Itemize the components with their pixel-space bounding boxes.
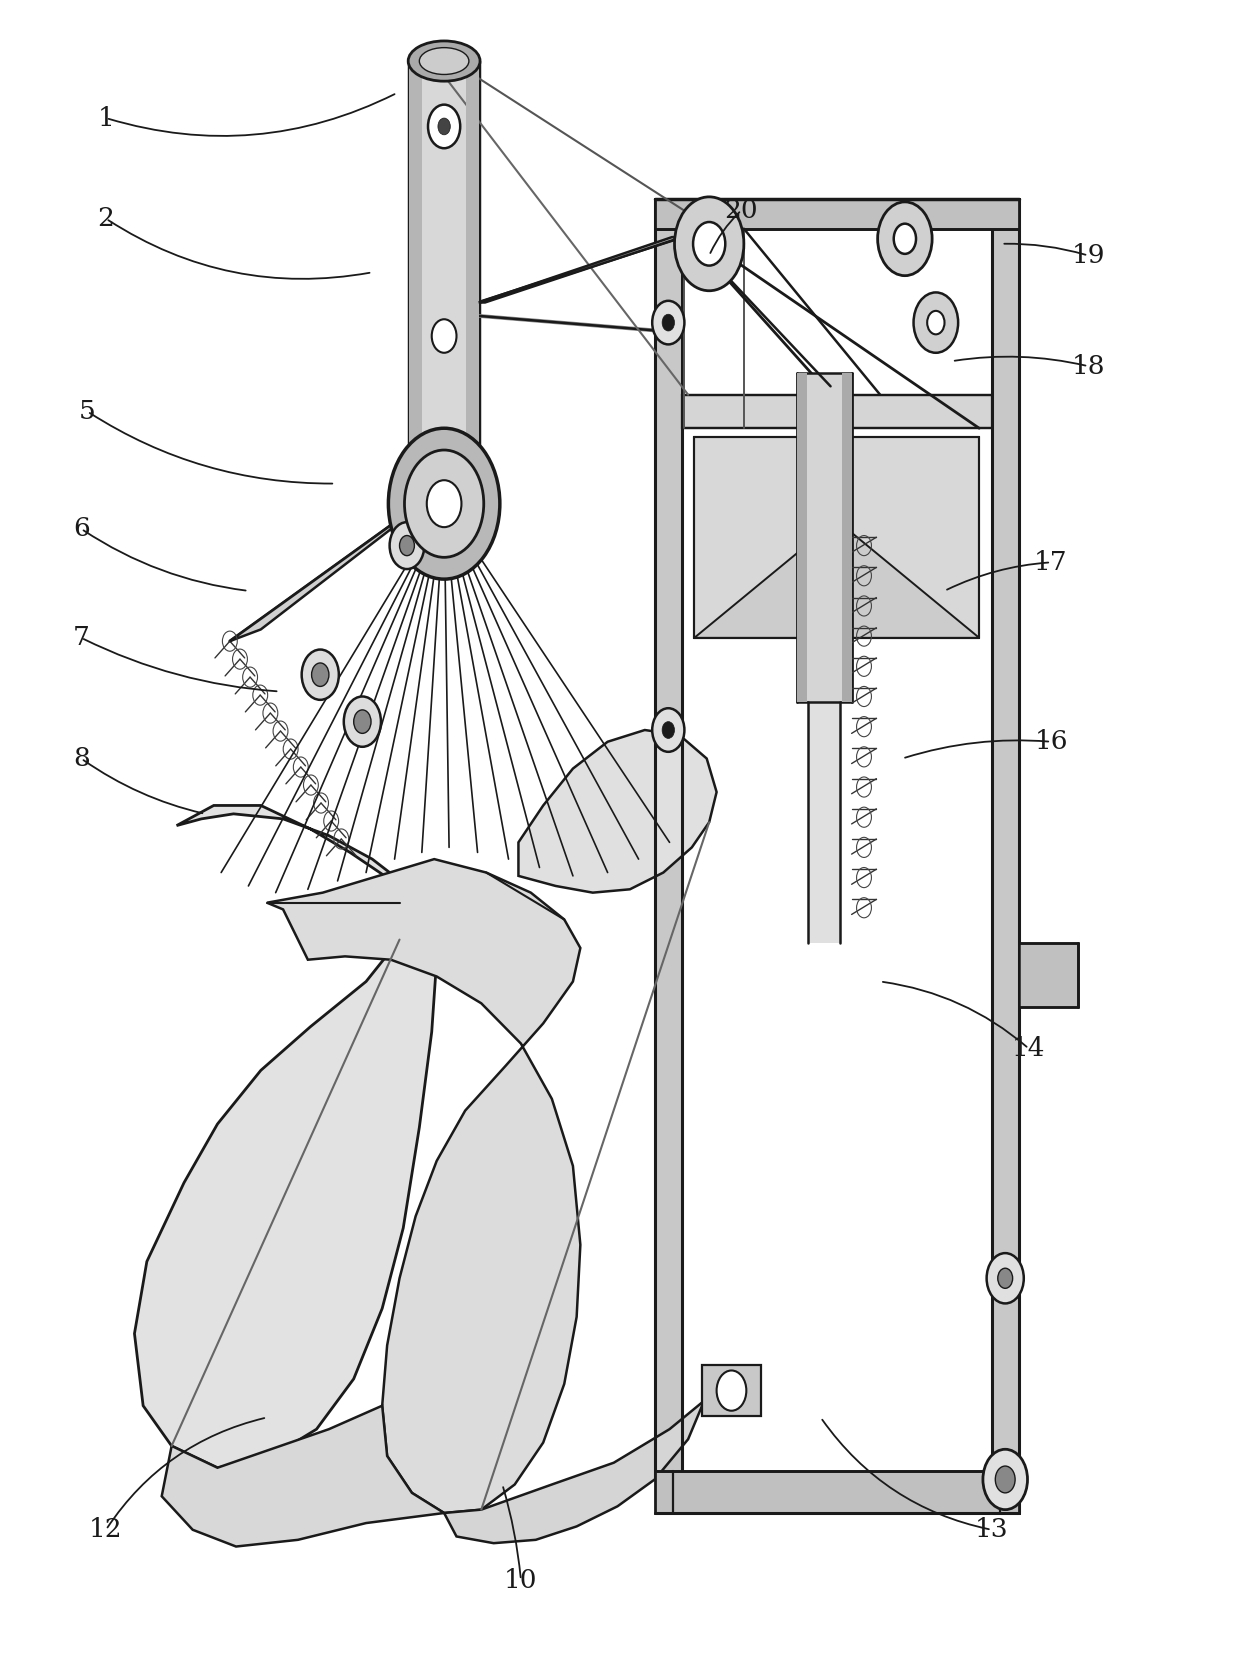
- Text: 2: 2: [98, 206, 114, 232]
- Circle shape: [983, 1450, 1028, 1510]
- Polygon shape: [797, 373, 807, 701]
- Polygon shape: [682, 394, 992, 428]
- Circle shape: [878, 201, 932, 275]
- Circle shape: [652, 300, 684, 344]
- Text: 20: 20: [724, 198, 758, 223]
- Circle shape: [717, 1371, 746, 1411]
- Polygon shape: [797, 373, 852, 701]
- Circle shape: [343, 696, 381, 747]
- Text: 13: 13: [975, 1517, 1008, 1542]
- Polygon shape: [694, 436, 980, 638]
- Polygon shape: [694, 520, 980, 638]
- Polygon shape: [409, 60, 479, 512]
- Circle shape: [928, 310, 945, 334]
- Circle shape: [388, 428, 500, 579]
- Circle shape: [427, 480, 461, 527]
- Circle shape: [987, 1253, 1024, 1304]
- Circle shape: [311, 663, 329, 686]
- Polygon shape: [1019, 943, 1079, 1007]
- Circle shape: [438, 117, 450, 134]
- Circle shape: [404, 450, 484, 557]
- Polygon shape: [134, 805, 436, 1468]
- Circle shape: [399, 535, 414, 555]
- Text: 5: 5: [79, 399, 95, 425]
- Circle shape: [353, 710, 371, 733]
- Text: 14: 14: [1012, 1035, 1045, 1060]
- Polygon shape: [444, 1401, 704, 1544]
- Circle shape: [301, 649, 339, 700]
- Text: 8: 8: [73, 747, 89, 770]
- Circle shape: [693, 221, 725, 265]
- Circle shape: [996, 1467, 1016, 1493]
- Circle shape: [662, 314, 675, 331]
- Polygon shape: [655, 198, 1019, 228]
- Polygon shape: [229, 478, 456, 641]
- Text: 18: 18: [1071, 354, 1105, 379]
- Circle shape: [998, 1269, 1013, 1289]
- Text: 16: 16: [1034, 730, 1068, 753]
- Text: 6: 6: [73, 517, 89, 542]
- Polygon shape: [479, 237, 682, 302]
- Circle shape: [662, 722, 675, 738]
- Circle shape: [652, 708, 684, 752]
- Polygon shape: [655, 1472, 1019, 1514]
- Text: 17: 17: [1034, 550, 1068, 576]
- Polygon shape: [267, 859, 580, 1514]
- Text: 10: 10: [505, 1567, 538, 1592]
- Text: 7: 7: [73, 626, 89, 651]
- Polygon shape: [466, 60, 479, 512]
- Polygon shape: [842, 373, 852, 701]
- Circle shape: [389, 522, 424, 569]
- Circle shape: [428, 104, 460, 148]
- Polygon shape: [161, 1406, 444, 1547]
- Text: 12: 12: [89, 1517, 123, 1542]
- Polygon shape: [409, 60, 422, 512]
- Circle shape: [675, 196, 744, 290]
- Polygon shape: [655, 198, 682, 1480]
- Polygon shape: [518, 730, 717, 893]
- Ellipse shape: [408, 40, 480, 81]
- Circle shape: [894, 223, 916, 253]
- Polygon shape: [992, 198, 1019, 1514]
- Text: 19: 19: [1071, 243, 1105, 268]
- Ellipse shape: [419, 47, 469, 74]
- Polygon shape: [808, 701, 841, 943]
- Circle shape: [432, 319, 456, 352]
- Circle shape: [914, 292, 959, 352]
- Text: 1: 1: [98, 106, 114, 131]
- Bar: [702, 1366, 761, 1416]
